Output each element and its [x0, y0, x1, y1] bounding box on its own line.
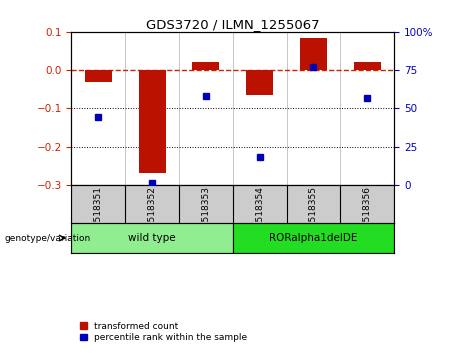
- Text: GSM518355: GSM518355: [309, 186, 318, 241]
- Bar: [139, 70, 165, 173]
- Text: GSM518351: GSM518351: [94, 186, 103, 241]
- Bar: [233, 223, 394, 253]
- Text: genotype/variation: genotype/variation: [5, 234, 91, 242]
- Text: GSM518356: GSM518356: [363, 186, 372, 241]
- Bar: [85, 70, 112, 81]
- Text: GSM518352: GSM518352: [148, 186, 157, 241]
- Bar: [71, 223, 233, 253]
- Bar: [193, 62, 219, 70]
- Legend: transformed count, percentile rank within the sample: transformed count, percentile rank withi…: [76, 318, 251, 346]
- Text: GSM518353: GSM518353: [201, 186, 210, 241]
- Bar: [246, 70, 273, 95]
- Text: wild type: wild type: [128, 233, 176, 243]
- Bar: [300, 38, 327, 70]
- Title: GDS3720 / ILMN_1255067: GDS3720 / ILMN_1255067: [146, 18, 319, 31]
- Bar: [354, 62, 381, 70]
- Text: GSM518354: GSM518354: [255, 186, 264, 241]
- Text: RORalpha1delDE: RORalpha1delDE: [269, 233, 358, 243]
